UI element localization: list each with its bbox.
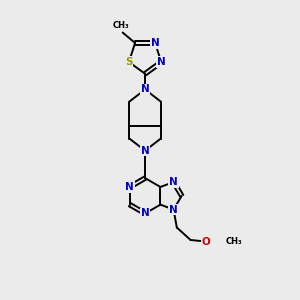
- Text: N: N: [141, 146, 149, 156]
- Text: CH₃: CH₃: [113, 21, 129, 30]
- Text: N: N: [125, 182, 134, 192]
- Text: CH₃: CH₃: [226, 237, 242, 246]
- Text: N: N: [157, 57, 166, 67]
- Text: N: N: [151, 38, 160, 48]
- Text: N: N: [141, 85, 149, 94]
- Text: O: O: [202, 237, 211, 247]
- Text: N: N: [169, 177, 178, 187]
- Text: N: N: [141, 208, 149, 218]
- Text: S: S: [125, 57, 133, 67]
- Text: N: N: [169, 205, 178, 214]
